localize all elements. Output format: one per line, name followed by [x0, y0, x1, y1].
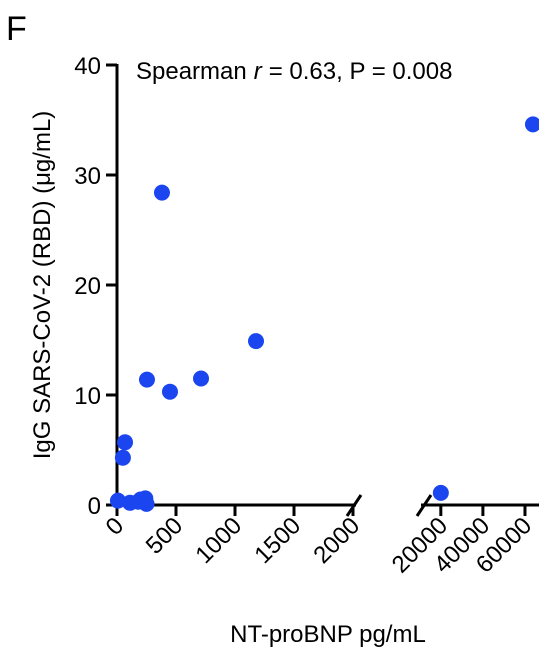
point — [138, 371, 155, 388]
point — [153, 184, 170, 201]
annotation: Spearman r = 0.63, P = 0.008 — [136, 58, 452, 85]
point — [432, 484, 449, 501]
point — [117, 434, 134, 451]
point — [161, 383, 178, 400]
y-tick-label: 40 — [74, 53, 101, 80]
point — [193, 370, 210, 387]
x-tick-label: 0 — [101, 512, 130, 541]
y-tick-label: 30 — [74, 163, 101, 190]
x-tick-label: 2000 — [308, 512, 365, 569]
x-tick-label: 1500 — [249, 512, 306, 569]
point — [524, 116, 539, 133]
annotation-italic: r — [254, 58, 263, 85]
axis-break — [415, 494, 433, 517]
point — [109, 492, 126, 509]
y-tick-label: 0 — [88, 493, 101, 520]
annotation-text: = 0.63, P = 0.008 — [269, 58, 453, 85]
point — [114, 449, 131, 466]
x-tick-label: 500 — [141, 512, 188, 559]
panel-label: F — [6, 10, 27, 48]
point — [248, 333, 265, 350]
y-axis-label: IgG SARS-CoV-2 (RBD) (μg/mL) — [29, 111, 56, 460]
x-axis-label: NT-proBNP pg/mL — [230, 621, 426, 648]
y-tick-label: 20 — [74, 273, 101, 300]
x-tick-label: 1000 — [190, 512, 247, 569]
annotation-text: Spearman — [136, 58, 247, 85]
point — [138, 495, 155, 512]
y-tick-label: 10 — [74, 383, 101, 410]
